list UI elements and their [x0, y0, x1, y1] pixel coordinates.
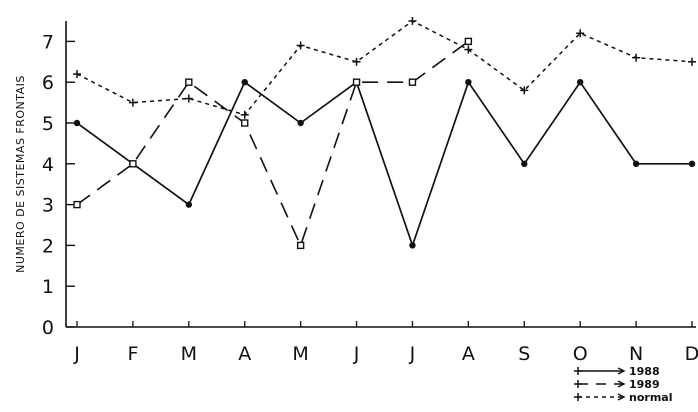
data-point: [240, 110, 249, 119]
y-tick-label: 0: [42, 317, 54, 339]
x-tick-label: J: [353, 343, 360, 365]
x-tick-label: J: [73, 343, 80, 365]
x-tick-label: O: [573, 343, 588, 365]
legend-label: 1989: [629, 378, 660, 391]
data-point: [408, 78, 417, 86]
legend-arrow: [617, 367, 626, 375]
data-point: [129, 160, 137, 168]
data-point: [73, 70, 81, 79]
data-point: [185, 78, 193, 86]
data-point: [464, 37, 473, 46]
y-tick-label: 6: [42, 72, 54, 94]
data-point: [409, 242, 416, 249]
y-tick-label: 3: [42, 195, 54, 217]
x-tick-label: D: [685, 343, 698, 365]
y-axis-label: NUMERO DE SISTEMAS FRONTAIS: [14, 75, 27, 273]
legend-item: 1988: [574, 365, 660, 378]
axes: 0 1 2 3 4 5 6 7 J F M A M J J A S O N D NUMERO DE SISTEMAS F…: [14, 21, 698, 365]
x-tick-label: M: [181, 343, 197, 365]
data-point: [520, 86, 529, 95]
legend-label: 1988: [629, 365, 660, 378]
y-tick-label: 5: [42, 113, 54, 135]
data-point: [521, 160, 528, 167]
data-point: [464, 45, 473, 54]
legend-item: normal: [574, 391, 672, 404]
data-point: [576, 79, 584, 86]
y-tick-label: 1: [42, 276, 54, 298]
y-tick-label: 2: [42, 235, 54, 257]
data-point: [128, 98, 137, 107]
data-point: [352, 78, 361, 86]
data-point: [408, 17, 417, 25]
data-point: [297, 119, 304, 127]
legend-marker: [574, 367, 582, 375]
data-point: [576, 29, 585, 38]
data-point: [296, 41, 305, 50]
series-line: [76, 81, 692, 247]
data-point: [688, 160, 696, 167]
legend-arrow: [617, 380, 626, 388]
data-point: [241, 119, 249, 127]
data-point: [73, 119, 81, 127]
x-tick-label: J: [409, 343, 416, 365]
data-point: [296, 241, 305, 250]
data-point: [632, 160, 640, 167]
x-tick-label: M: [292, 343, 308, 365]
legend-marker: [574, 393, 582, 401]
y-tick-label: 7: [42, 31, 54, 53]
legend-label: normal: [629, 391, 672, 404]
series-1988: [73, 79, 696, 249]
series-normal: [73, 17, 696, 119]
data-point: [73, 200, 81, 209]
x-tick-label: S: [518, 343, 530, 365]
x-tick-label: F: [127, 343, 138, 365]
x-tick-label: A: [462, 343, 475, 365]
y-tick-label: 4: [42, 154, 54, 176]
data-point: [465, 79, 472, 86]
data-point: [184, 94, 193, 103]
data-point: [688, 57, 696, 66]
x-tick-label: A: [238, 343, 251, 365]
legend-marker: [574, 380, 582, 388]
data-point: [241, 79, 248, 86]
series-1989: [73, 37, 473, 250]
data-point: [352, 57, 361, 66]
data-point: [632, 53, 641, 62]
series-line: [76, 40, 469, 247]
legend-arrow: [617, 393, 626, 401]
data-point: [185, 201, 193, 208]
series-layer: [73, 17, 696, 250]
x-tick-label: N: [629, 343, 643, 365]
series-line: [76, 20, 693, 116]
legend-item: 1989: [574, 378, 660, 391]
